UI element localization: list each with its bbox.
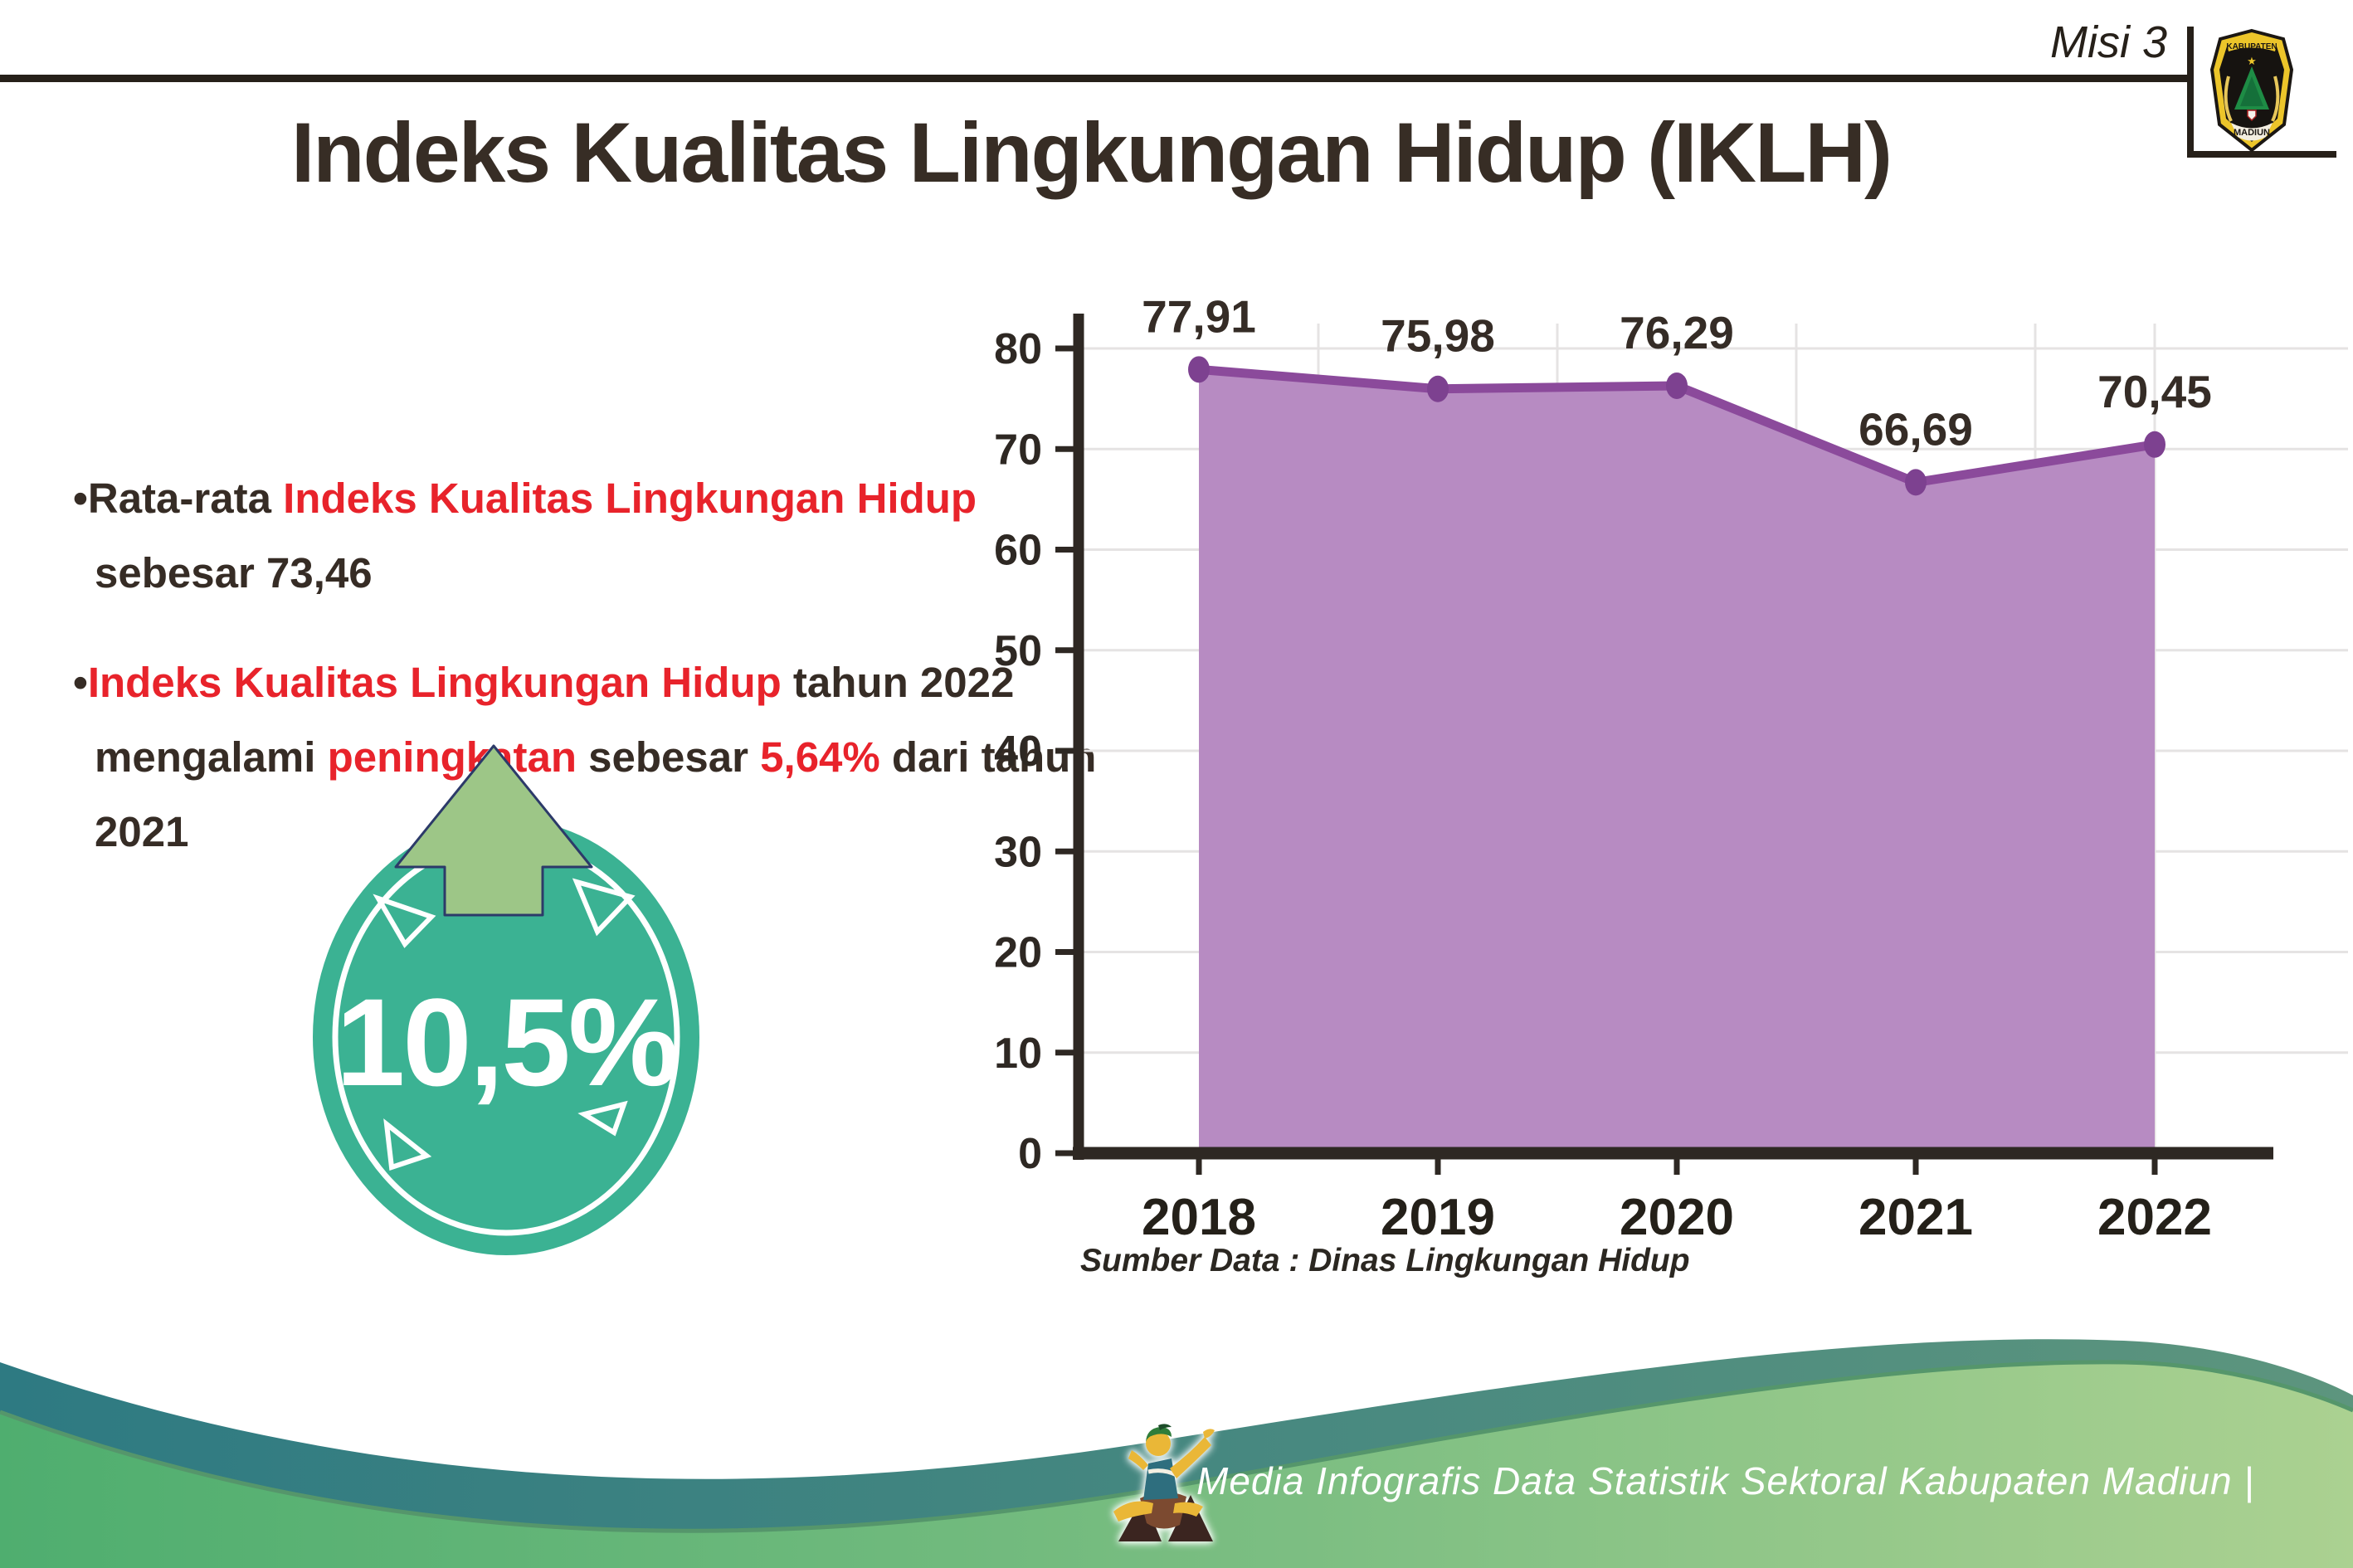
logo-tree-shade xyxy=(2240,76,2263,106)
mascot-leg-right xyxy=(1168,1495,1213,1541)
mascot-icon xyxy=(1113,1424,1215,1541)
bullet-text-segment: Rata-rata xyxy=(87,475,284,522)
x-tick-label: 2020 xyxy=(1620,1189,1734,1246)
data-point-label: 75,98 xyxy=(1381,310,1495,362)
footer-wave-green xyxy=(0,1361,2353,1568)
x-tick-label: 2019 xyxy=(1381,1189,1495,1246)
footer-waves xyxy=(0,1339,2353,1568)
footer-wave-edge xyxy=(0,1360,2353,1533)
badge-tick-se xyxy=(577,1100,628,1137)
logo-star-icon: ★ xyxy=(2247,55,2257,67)
mascot-head xyxy=(1146,1431,1171,1456)
mascot-cap-swoosh xyxy=(1158,1424,1172,1430)
bullet-text-segment: sebesar xyxy=(576,733,761,781)
mascot-arm-left xyxy=(1128,1450,1148,1470)
data-point-label: 77,91 xyxy=(1142,299,1256,342)
y-tick-label: 70 xyxy=(994,426,1042,474)
badge-tick-sw xyxy=(383,1118,432,1171)
bullet-marker: • xyxy=(73,475,88,522)
mascot-arm-right xyxy=(1170,1437,1211,1478)
bullet-item: •Rata-rata Indeks Kualitas Lingkungan Hi… xyxy=(73,461,1127,611)
data-point-marker xyxy=(1427,375,1449,402)
logo-small-shield xyxy=(2247,110,2257,122)
bullet-text-segment: sebesar 73,46 xyxy=(95,549,373,597)
x-tick-label: 2021 xyxy=(1859,1189,1973,1246)
logo-top-label: KABUPATEN xyxy=(2226,42,2277,51)
bullet-text-segment: tahun 2022 mengalami xyxy=(95,659,1015,781)
y-tick-label: 80 xyxy=(994,325,1042,373)
x-tick-label: 2018 xyxy=(1142,1189,1256,1246)
up-arrow-icon xyxy=(394,744,593,917)
bullet-text-segment: 5,64% xyxy=(760,733,880,781)
data-point-label: 66,69 xyxy=(1859,403,1973,455)
data-point-label: 70,45 xyxy=(2097,366,2212,417)
data-point-marker xyxy=(1188,356,1210,383)
mascot-ribbon-left xyxy=(1113,1501,1153,1522)
logo-bottom-label: MADIUN xyxy=(2234,128,2270,138)
logo-bottom-band xyxy=(2231,123,2273,141)
y-tick-label: 20 xyxy=(994,929,1042,977)
logo-wing-left xyxy=(2224,75,2233,122)
footer-caption: Media Infografis Data Statistik Sektoral… xyxy=(1196,1459,2255,1502)
x-tick-label: 2022 xyxy=(2097,1189,2212,1246)
area-fill xyxy=(1199,369,2155,1153)
badge-value: 10,5% xyxy=(336,972,676,1112)
mascot-leg-left xyxy=(1118,1497,1162,1541)
mascot-skirt xyxy=(1140,1492,1186,1529)
bullet-list: •Rata-rata Indeks Kualitas Lingkungan Hi… xyxy=(73,461,1127,904)
logo-top-band xyxy=(2226,36,2277,51)
source-note: Sumber Data : Dinas Lingkungan Hidup xyxy=(1080,1243,1690,1278)
bullet-marker: • xyxy=(73,659,88,706)
logo-wing-right xyxy=(2271,75,2280,122)
bullet-item: •Indeks Kualitas Lingkungan Hidup tahun … xyxy=(73,645,1127,869)
y-tick-label: 10 xyxy=(994,1030,1042,1078)
header-rule xyxy=(0,75,2192,82)
iklh-area-chart: 0 10 20 30 40 50 60 70 80 2018 2019 2020 2021 2022 77,… xyxy=(994,299,2348,1246)
kabupaten-madiun-logo-icon: KABUPATEN ★ MADIUN xyxy=(2209,28,2294,153)
y-tick-label: 30 xyxy=(994,828,1042,876)
logo-frame-vertical xyxy=(2187,27,2194,158)
data-point-label: 76,29 xyxy=(1620,307,1734,358)
bullet-text-segment: peningkatan xyxy=(327,733,577,781)
misi-label: Misi 3 xyxy=(2049,17,2167,67)
y-tick-label: 40 xyxy=(994,728,1042,776)
mascot-cap xyxy=(1146,1427,1172,1442)
mascot-ribbon-right xyxy=(1173,1502,1203,1517)
mascot-hand-right xyxy=(1203,1429,1215,1439)
bullet-text-segment: Indeks Kualitas Lingkungan Hidup xyxy=(283,475,977,522)
bullet-text-segment: dari tahun 2021 xyxy=(95,733,1097,855)
logo-frame-horizontal xyxy=(2187,151,2336,158)
mascot-torso xyxy=(1143,1458,1178,1500)
data-point-marker xyxy=(2144,431,2165,458)
y-tick-label: 60 xyxy=(994,527,1042,575)
data-point-marker xyxy=(1905,469,1927,496)
y-tick-label: 50 xyxy=(994,627,1042,675)
badge-tick-nw xyxy=(373,894,436,948)
badge-tick-ne xyxy=(572,878,636,937)
bullet-text-segment: Indeks Kualitas Lingkungan Hidup xyxy=(87,659,782,706)
page-title: Indeks Kualitas Lingkungan Hidup (IKLH) xyxy=(290,105,1893,200)
increase-badge: 10,5% xyxy=(313,744,699,1255)
data-point-marker xyxy=(1666,372,1688,399)
y-tick-label: 0 xyxy=(1018,1130,1042,1178)
